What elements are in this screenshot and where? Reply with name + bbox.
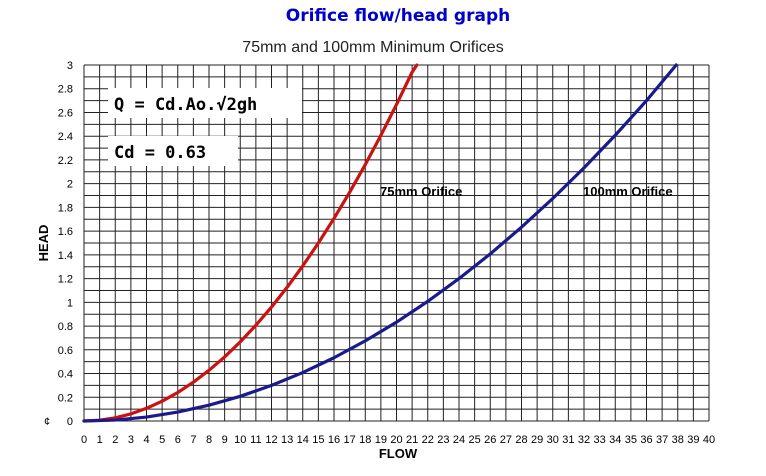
- x-tick-label: 4: [143, 434, 149, 446]
- y-tick-label: 1.4: [58, 250, 73, 262]
- origin-mark: ¢: [44, 416, 50, 428]
- y-tick-label: 2.6: [58, 107, 73, 119]
- x-tick-label: 24: [453, 434, 465, 446]
- x-tick-label: 13: [281, 434, 293, 446]
- y-axis-ticks: 0 0.2 0.4 0.6 0.8 1 1.2 1.4 1.6 1.8 2 2.2 2.4 2.6 2.8 3: [58, 60, 73, 428]
- x-tick-label: 33: [594, 434, 606, 446]
- y-tick-label: 0.2: [58, 392, 73, 404]
- x-tick-label: 14: [297, 434, 309, 446]
- x-tick-label: 22: [422, 434, 434, 446]
- y-axis-label: HEAD: [36, 225, 51, 262]
- chart-subtitle: 75mm and 100mm Minimum Orifices: [242, 39, 504, 56]
- chart-grid: [83, 64, 710, 422]
- x-axis-label: FLOW: [379, 446, 418, 461]
- x-tick-label: 36: [640, 434, 652, 446]
- x-tick-label: 17: [344, 434, 356, 446]
- x-tick-label: 15: [312, 434, 324, 446]
- chart-title: Orifice flow/head graph: [285, 6, 511, 26]
- x-tick-label: 1: [97, 434, 103, 446]
- x-tick-label: 29: [531, 434, 543, 446]
- y-tick-label: 3: [67, 60, 73, 72]
- y-tick-label: 2.4: [58, 131, 73, 143]
- formula-text: Q = Cd.Ao.√2gh: [114, 95, 257, 115]
- x-tick-label: 34: [609, 434, 621, 446]
- y-tick-label: 1: [67, 297, 73, 309]
- x-tick-label: 3: [128, 434, 134, 446]
- formula-box: [108, 88, 302, 118]
- x-tick-label: 18: [359, 434, 371, 446]
- x-tick-label: 16: [328, 434, 340, 446]
- cd-text: Cd = 0.63: [114, 143, 206, 163]
- y-tick-label: 1.2: [58, 274, 73, 286]
- x-tick-label: 28: [515, 434, 527, 446]
- x-tick-label: 25: [469, 434, 481, 446]
- x-tick-label: 20: [390, 434, 402, 446]
- x-tick-label: 37: [656, 434, 668, 446]
- y-tick-label: 2.8: [58, 84, 73, 96]
- x-tick-label: 38: [672, 434, 684, 446]
- x-tick-label: 19: [375, 434, 387, 446]
- y-tick-label: 0.6: [58, 345, 73, 357]
- x-tick-label: 12: [265, 434, 277, 446]
- x-tick-label: 0: [81, 434, 87, 446]
- x-tick-label: 10: [234, 434, 246, 446]
- y-tick-label: 0.4: [58, 369, 73, 381]
- x-tick-label: 27: [500, 434, 512, 446]
- x-tick-label: 39: [687, 434, 699, 446]
- label-100mm: 100mm Orifice: [583, 184, 673, 199]
- x-tick-label: 30: [547, 434, 559, 446]
- y-tick-label: 0.8: [58, 321, 73, 333]
- y-tick-label: 1.8: [58, 202, 73, 214]
- y-tick-label: 0: [67, 416, 73, 428]
- cd-box: [108, 136, 238, 166]
- series-line-75mm: [82, 63, 419, 423]
- x-tick-label: 23: [437, 434, 449, 446]
- x-tick-label: 6: [175, 434, 181, 446]
- x-tick-label: 21: [406, 434, 418, 446]
- x-tick-label: 31: [562, 434, 574, 446]
- y-tick-label: 1.6: [58, 226, 73, 238]
- series-lines: [82, 63, 678, 423]
- y-tick-label: 2: [67, 179, 73, 191]
- x-tick-label: 7: [190, 434, 196, 446]
- x-tick-label: 2: [112, 434, 118, 446]
- x-axis-ticks: 0 1 2 3 4 5 6 7 8 9 10 11 12 13 14 15 16 17 18 19 20 21 22 23 24…: [81, 434, 715, 446]
- x-tick-label: 8: [206, 434, 212, 446]
- x-tick-label: 5: [159, 434, 165, 446]
- y-tick-label: 2.2: [58, 155, 73, 167]
- series-line-100mm: [82, 63, 678, 423]
- x-tick-label: 32: [578, 434, 590, 446]
- x-tick-label: 26: [484, 434, 496, 446]
- x-tick-label: 9: [222, 434, 228, 446]
- x-tick-label: 40: [703, 434, 715, 446]
- label-75mm: 75mm Orifice: [380, 184, 462, 199]
- x-tick-label: 11: [250, 434, 261, 446]
- x-tick-label: 35: [625, 434, 637, 446]
